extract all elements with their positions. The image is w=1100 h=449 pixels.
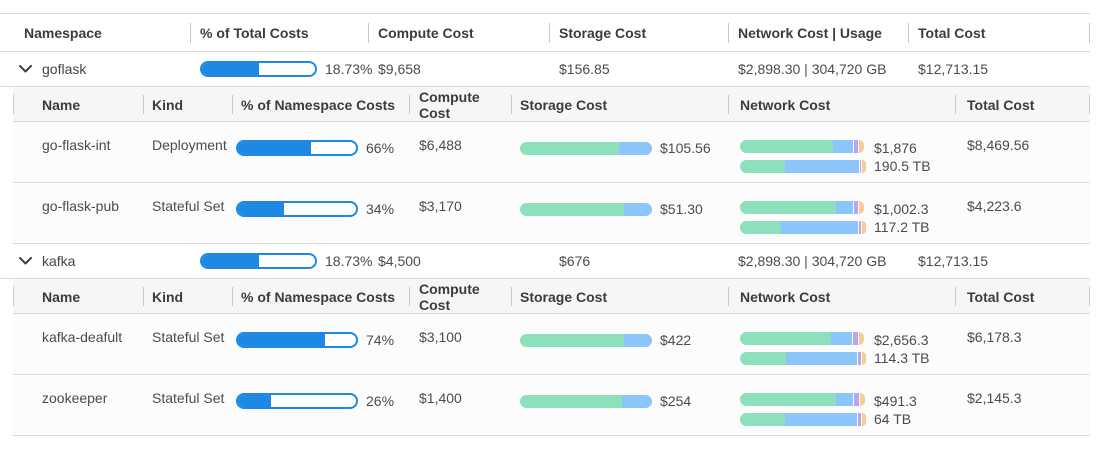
col-header-kind: Kind — [143, 87, 232, 122]
namespace-name: goflask — [42, 61, 87, 77]
namespace-storage-cost: $156.85 — [559, 61, 610, 77]
workload-total-cost: $6,178.3 — [967, 329, 1022, 345]
col-header-total-cost: Total Cost — [908, 14, 1090, 52]
workload-table-goflask: Name Kind % of Namespace Costs Compute C… — [13, 87, 1090, 244]
namespace-compute-cost: $9,658 — [378, 61, 421, 77]
workload-total-cost: $2,145.3 — [967, 390, 1022, 406]
col-header-name: Name — [13, 279, 143, 314]
workload-name: zookeeper — [42, 390, 108, 406]
network-cost-label: $2,656.3 — [874, 332, 929, 348]
network-usage-bar — [740, 159, 867, 173]
network-cost-label: $1,002.3 — [874, 201, 929, 217]
pct-total-bar — [200, 253, 317, 269]
pct-namespace-label: 26% — [366, 393, 395, 409]
col-header-pct-namespace-costs: % of Namespace Costs — [232, 279, 409, 314]
storage-cost-label: $422 — [660, 332, 692, 348]
network-cost-bar — [740, 332, 866, 345]
workload-row-go-flask-pub[interactable]: go-flask-pub Stateful Set 34% $3,170 $51… — [13, 183, 1090, 244]
col-header-pct-total-costs: % of Total Costs — [190, 14, 368, 52]
col-header-name: Name — [13, 87, 143, 122]
workload-compute-cost: $3,100 — [419, 329, 462, 345]
namespace-storage-cost: $676 — [559, 253, 591, 269]
inner-header-row: Name Kind % of Namespace Costs Compute C… — [13, 87, 1090, 122]
col-header-storage-cost: Storage Cost — [511, 279, 728, 314]
col-header-total-cost: Total Cost — [955, 87, 1090, 122]
storage-cost-label: $51.30 — [660, 201, 703, 217]
workload-name: go-flask-int — [42, 137, 111, 153]
cost-table: Namespace % of Total Costs Compute Cost … — [0, 13, 1090, 436]
pct-namespace-bar — [236, 140, 358, 156]
workload-row-zookeeper[interactable]: zookeeper Stateful Set 26% $1,400 $254 $… — [13, 375, 1090, 436]
pct-total-costs-cell: 18.73% — [190, 61, 372, 77]
namespace-compute-cost: $4,500 — [378, 253, 421, 269]
workload-name: go-flask-pub — [42, 198, 120, 214]
chevron-down-icon[interactable] — [18, 254, 32, 268]
workload-row-kafka-deafult[interactable]: kafka-deafult Stateful Set 74% $3,100 $4… — [13, 314, 1090, 375]
storage-cost-label: $254 — [660, 393, 692, 409]
network-cost-bar — [740, 201, 866, 214]
pct-namespace-label: 34% — [366, 201, 395, 217]
workload-row-go-flask-int[interactable]: go-flask-int Deployment 66% $6,488 $105.… — [13, 122, 1090, 183]
col-header-compute-cost: Compute Cost — [409, 279, 511, 314]
storage-cost-bar — [520, 394, 652, 408]
chevron-down-icon[interactable] — [18, 62, 32, 76]
network-usage-label: 114.3 TB — [874, 350, 930, 366]
storage-cost-bar — [520, 202, 652, 216]
outer-header-row: Namespace % of Total Costs Compute Cost … — [0, 14, 1090, 52]
pct-namespace-bar — [236, 201, 358, 217]
workload-kind: Stateful Set — [152, 329, 225, 345]
network-usage-label: 64 TB — [874, 411, 912, 427]
col-header-storage-cost: Storage Cost — [511, 87, 728, 122]
pct-namespace-label: 66% — [366, 140, 395, 156]
workload-total-cost: $4,223.6 — [967, 198, 1022, 214]
col-header-total-cost: Total Cost — [955, 279, 1090, 314]
namespace-total-cost: $12,713.15 — [918, 253, 989, 269]
col-header-storage-cost: Storage Cost — [549, 14, 728, 52]
workload-compute-cost: $6,488 — [419, 137, 462, 153]
network-cost-bar — [740, 140, 866, 153]
workload-compute-cost: $1,400 — [419, 390, 462, 406]
pct-namespace-label: 74% — [366, 332, 395, 348]
namespace-row-kafka[interactable]: kafka 18.73% $4,500 $676 $2,898.30 | 304… — [0, 244, 1090, 279]
pct-total-costs-cell: 18.73% — [190, 253, 372, 269]
workload-kind: Stateful Set — [152, 390, 225, 406]
network-usage-bar — [740, 220, 866, 234]
namespace-network-cost-usage: $2,898.30 | 304,720 GB — [738, 61, 887, 77]
network-usage-bar — [740, 351, 867, 365]
col-header-pct-namespace-costs: % of Namespace Costs — [232, 87, 409, 122]
col-header-network-cost: Network Cost — [728, 87, 955, 122]
network-cost-label: $1,876 — [874, 140, 917, 156]
network-cost-label: $491.3 — [874, 393, 917, 409]
pct-total-label: 18.73% — [325, 61, 373, 77]
namespace-name: kafka — [42, 253, 76, 269]
col-header-namespace: Namespace — [24, 24, 102, 41]
workload-compute-cost: $3,170 — [419, 198, 462, 214]
pct-namespace-bar — [236, 393, 358, 409]
col-header-compute-cost: Compute Cost — [368, 14, 549, 52]
workload-kind: Deployment — [152, 137, 227, 153]
col-header-compute-cost: Compute Cost — [409, 87, 511, 122]
network-usage-label: 117.2 TB — [874, 219, 930, 235]
col-header-network-cost: Network Cost — [728, 279, 955, 314]
workload-table-kafka: Name Kind % of Namespace Costs Compute C… — [13, 279, 1090, 436]
inner-header-row: Name Kind % of Namespace Costs Compute C… — [13, 279, 1090, 314]
pct-total-label: 18.73% — [325, 253, 373, 269]
network-cost-bar — [740, 393, 866, 406]
namespace-total-cost: $12,713.15 — [918, 61, 989, 77]
workload-kind: Stateful Set — [152, 198, 225, 214]
storage-cost-bar — [520, 333, 652, 347]
pct-namespace-bar — [236, 332, 358, 348]
col-header-network-cost-usage: Network Cost | Usage — [728, 14, 908, 52]
network-usage-label: 190.5 TB — [874, 158, 931, 174]
pct-total-bar — [200, 61, 317, 77]
namespace-network-cost-usage: $2,898.30 | 304,720 GB — [738, 253, 887, 269]
col-header-kind: Kind — [143, 279, 232, 314]
storage-cost-label: $105.56 — [660, 140, 711, 156]
namespace-row-goflask[interactable]: goflask 18.73% $9,658 $156.85 $2,898.30 … — [0, 52, 1090, 87]
storage-cost-bar — [520, 141, 652, 155]
workload-total-cost: $8,469.56 — [967, 137, 1030, 153]
network-usage-bar — [740, 412, 867, 426]
workload-name: kafka-deafult — [42, 329, 123, 345]
